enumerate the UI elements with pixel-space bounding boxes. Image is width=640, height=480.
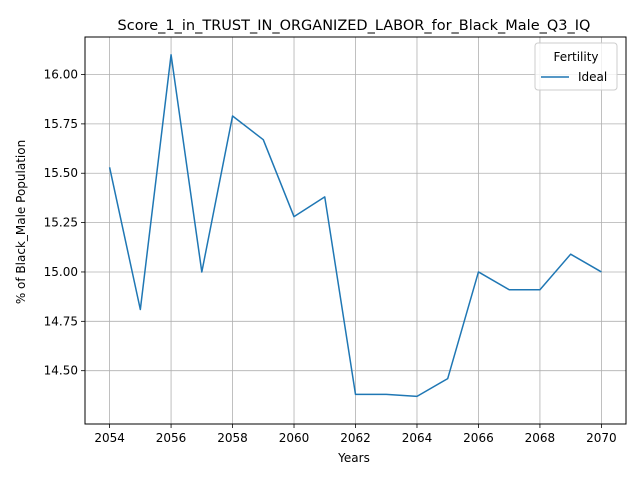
x-tick-label: 2058 xyxy=(217,431,248,445)
y-tick-label: 15.50 xyxy=(44,166,78,180)
x-tick-label: 2064 xyxy=(402,431,433,445)
x-tick-label: 2060 xyxy=(279,431,310,445)
x-tick-label: 2054 xyxy=(94,431,125,445)
x-axis-label: Years xyxy=(337,451,370,465)
chart-title: Score_1_in_TRUST_IN_ORGANIZED_LABOR_for_… xyxy=(118,18,591,34)
x-tick-label: 2062 xyxy=(340,431,371,445)
y-axis-ticks: 14.50 14.75 15.00 15.25 15.50 15.75 16.00 xyxy=(44,68,85,378)
y-tick-label: 14.50 xyxy=(44,364,78,378)
x-axis-ticks: 2054 2056 2058 2060 2062 2064 2066 2068 2070 xyxy=(94,424,616,445)
x-tick-label: 2056 xyxy=(156,431,187,445)
y-axis-label: % of Black_Male Population xyxy=(14,140,28,304)
x-tick-label: 2068 xyxy=(525,431,556,445)
x-tick-label: 2066 xyxy=(463,431,494,445)
y-tick-label: 15.25 xyxy=(44,216,78,230)
legend: Fertility Ideal xyxy=(535,43,617,90)
legend-title: Fertility xyxy=(553,50,598,64)
x-tick-label: 2070 xyxy=(586,431,617,445)
y-tick-label: 16.00 xyxy=(44,68,78,82)
y-tick-label: 15.75 xyxy=(44,117,78,131)
y-tick-label: 15.00 xyxy=(44,265,78,279)
y-tick-label: 14.75 xyxy=(44,314,78,328)
legend-entry-ideal: Ideal xyxy=(578,70,607,84)
